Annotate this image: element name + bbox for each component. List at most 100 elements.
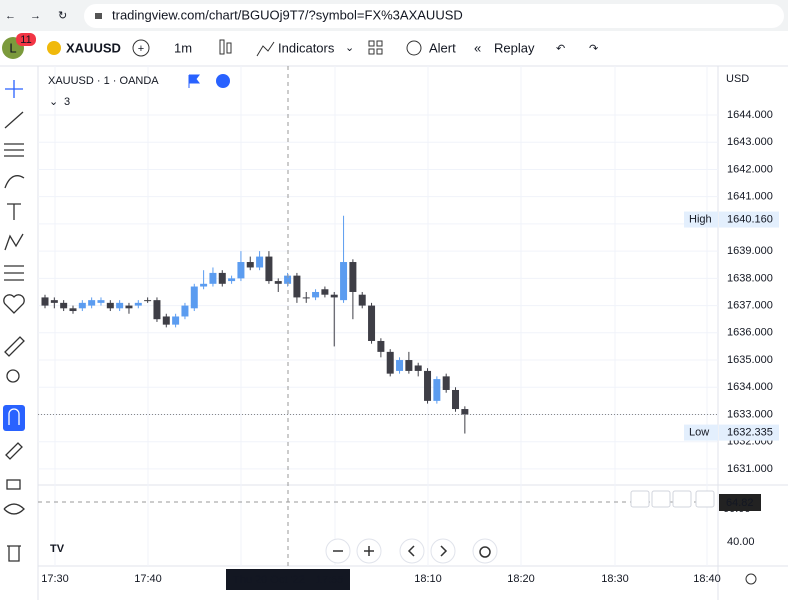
text-tool[interactable] — [7, 203, 21, 220]
alert-icon — [406, 40, 422, 56]
y-tick-label: 1633.000 — [727, 408, 773, 420]
pattern-tool[interactable] — [4, 233, 24, 251]
flag[interactable] — [188, 74, 200, 88]
undo-button[interactable]: ↶ — [556, 43, 565, 55]
indicators-menu[interactable]: ⌄ — [345, 42, 354, 54]
indicators-toggle[interactable]: ⌄ — [49, 96, 58, 108]
scroll-right[interactable] — [430, 538, 456, 564]
candle-body — [41, 297, 49, 306]
address-bar[interactable] — [84, 4, 784, 28]
pane-maximize[interactable] — [695, 490, 715, 508]
replay-button[interactable]: Replay — [494, 40, 535, 55]
x-tick-label: 18:40 — [693, 573, 721, 585]
symbol[interactable]: XAUUSD — [66, 40, 121, 55]
y-tick-label: 1631.000 — [727, 463, 773, 475]
scroll-left[interactable] — [399, 538, 425, 564]
zoom-tool[interactable] — [6, 369, 20, 383]
crosshair-tool[interactable] — [5, 80, 23, 98]
reset[interactable] — [472, 538, 498, 564]
candle-body — [246, 262, 254, 268]
candle-body — [116, 302, 124, 309]
stay-drawing-tool[interactable] — [5, 442, 23, 460]
fib-tool[interactable] — [4, 143, 24, 157]
avatar-letter: L — [9, 40, 16, 55]
tv-logo[interactable]: TV — [50, 543, 65, 555]
measure-tool[interactable] — [4, 336, 25, 357]
back-button[interactable]: ← — [5, 10, 16, 22]
marker-value: 1632.335 — [727, 426, 773, 438]
icon-tool[interactable] — [3, 294, 25, 314]
redo-button[interactable]: ↷ — [589, 43, 598, 55]
x-tick-label: 18:10 — [414, 573, 442, 585]
candle-body — [414, 365, 422, 371]
candle-body — [377, 340, 385, 352]
interval[interactable]: 1m — [174, 40, 192, 55]
volume-tick: 40.00 — [727, 536, 755, 548]
candle-body — [349, 262, 357, 292]
indicator-count[interactable]: 3 — [64, 96, 70, 108]
prediction-tool[interactable] — [4, 265, 24, 281]
x-tick-label: 18:20 — [507, 573, 535, 585]
currency[interactable]: USD — [726, 73, 749, 85]
pane-close[interactable] — [651, 490, 671, 508]
pane-up[interactable] — [630, 490, 650, 508]
hide-tool[interactable] — [3, 503, 25, 515]
compare-button[interactable] — [132, 39, 150, 57]
layouts-button[interactable] — [368, 40, 383, 55]
y-tick-label: 1644.000 — [727, 109, 773, 121]
badge-count: 11 — [20, 34, 31, 46]
candle-body — [209, 272, 217, 284]
remove-tool[interactable] — [7, 545, 21, 562]
symbol-icon — [47, 41, 61, 55]
candle-body — [256, 256, 264, 268]
drawing-tools — [3, 80, 25, 562]
lock-tool[interactable] — [6, 479, 21, 490]
y-tick-label: 1638.000 — [727, 272, 773, 284]
candle-body — [144, 300, 152, 302]
y-tick-label: 1637.000 — [727, 299, 773, 311]
candle-body — [321, 289, 329, 295]
candle-body — [106, 302, 114, 309]
crosshair-time-box — [226, 569, 350, 590]
candle-body — [200, 283, 208, 287]
chart-type-button[interactable] — [219, 39, 225, 55]
nav-glyphs — [333, 545, 448, 557]
candle-body — [78, 302, 86, 309]
candle-body — [340, 262, 348, 301]
candle-body — [162, 316, 170, 325]
lock-icon — [95, 13, 102, 19]
y-tick-label: 1634.000 — [727, 381, 773, 393]
marker-value: 1640.160 — [727, 213, 773, 225]
plot — [38, 215, 718, 434]
candle-body — [265, 256, 273, 282]
candle-body — [190, 286, 198, 309]
y-tick-label: 1642.000 — [727, 163, 773, 175]
brush-tool[interactable] — [4, 175, 25, 189]
nav-buttons — [325, 538, 498, 564]
grid — [38, 66, 718, 566]
candle-body — [274, 281, 282, 284]
y-tick-label: 1639.000 — [727, 245, 773, 257]
replay-icon: « — [474, 40, 481, 55]
trend-line-tool[interactable] — [4, 111, 24, 129]
volume-value: 64.82 — [726, 497, 754, 509]
marker-value-box — [719, 211, 779, 228]
candle-body — [368, 305, 376, 341]
chart-title: XAUUSD · 1 · OANDA — [48, 75, 159, 87]
x-tick-label: 17:30 — [41, 573, 69, 585]
replay-badge[interactable] — [216, 74, 230, 88]
candle-body — [330, 294, 338, 298]
pane-collapse[interactable] — [672, 490, 692, 508]
crosshair-date: Thu 20 Oct '22 — [233, 574, 305, 586]
forward-button[interactable]: → — [30, 10, 41, 22]
x-tick-label: 17:40 — [134, 573, 162, 585]
alert-button[interactable]: Alert — [429, 40, 456, 55]
candle-body — [69, 308, 77, 312]
settings-button[interactable] — [745, 573, 757, 585]
pane-buttons — [630, 490, 715, 508]
candle-body — [172, 316, 180, 325]
indicators-button[interactable]: Indicators — [278, 40, 335, 55]
reload-button[interactable]: ↻ — [58, 10, 67, 22]
